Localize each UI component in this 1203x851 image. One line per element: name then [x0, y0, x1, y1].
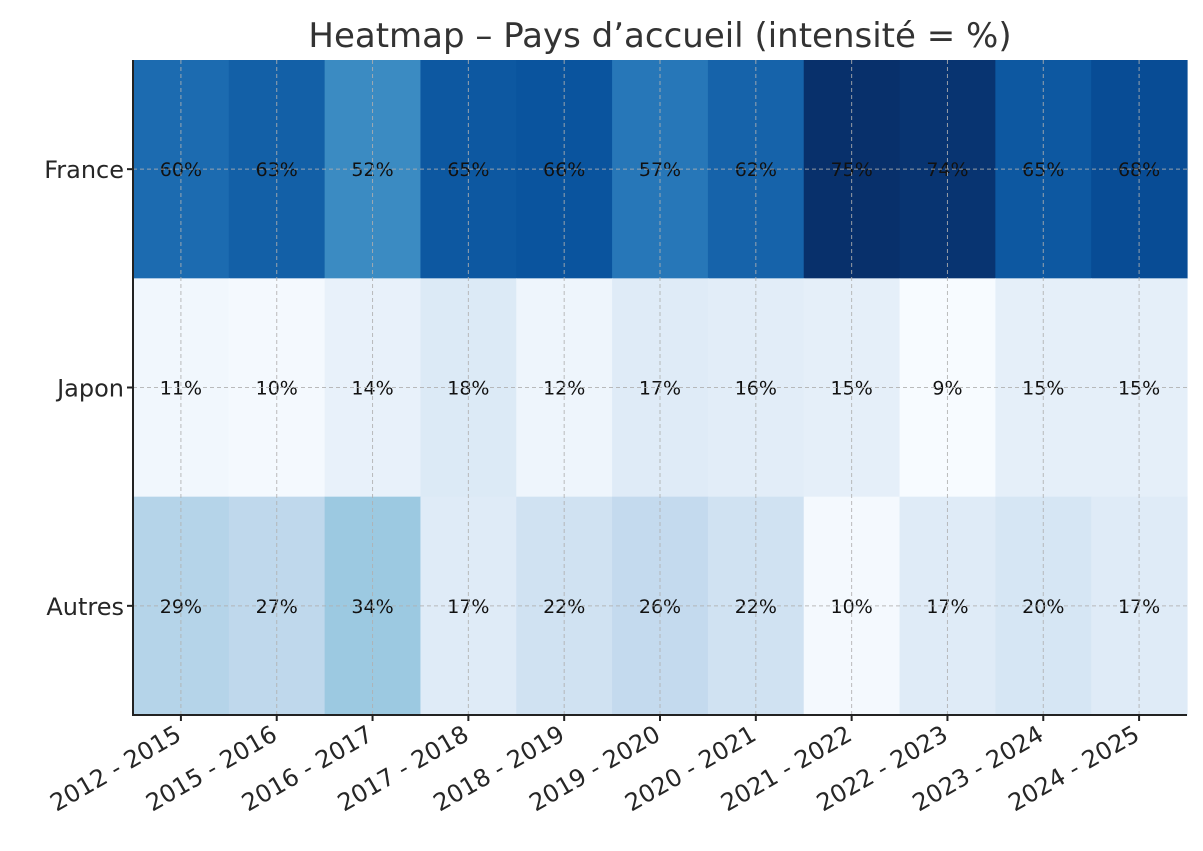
cell-value-label: 62%	[735, 159, 777, 181]
cell-value-label: 9%	[932, 378, 962, 400]
cell-value-label: 66%	[543, 159, 585, 181]
cell-value-label: 60%	[160, 159, 202, 181]
cell-value-label: 17%	[639, 378, 681, 400]
cell-value-label: 65%	[447, 159, 489, 181]
y-tick-label: Autres	[46, 593, 124, 621]
cell-value-label: 11%	[160, 378, 202, 400]
y-tick-labels: France Japon Autres	[44, 156, 133, 621]
cell-value-label: 15%	[831, 378, 873, 400]
cell-value-label: 63%	[256, 159, 298, 181]
gridlines	[133, 60, 1187, 715]
chart-title: Heatmap – Pays d’accueil (intensité = %)	[308, 16, 1011, 56]
cell-value-label: 74%	[926, 159, 968, 181]
cell-value-label: 68%	[1118, 159, 1160, 181]
cell-value-label: 18%	[447, 378, 489, 400]
cell-value-label: 15%	[1022, 378, 1064, 400]
cell-value-label: 15%	[1118, 378, 1160, 400]
cell-value-label: 65%	[1022, 159, 1064, 181]
cell-value-label: 16%	[735, 378, 777, 400]
y-tick-label: France	[44, 156, 124, 184]
cell-value-label: 75%	[831, 159, 873, 181]
cell-value-label: 57%	[639, 159, 681, 181]
cell-value-label: 10%	[256, 378, 298, 400]
cell-value-label: 12%	[543, 378, 585, 400]
cell-value-label: 14%	[351, 378, 393, 400]
cell-value-label: 52%	[351, 159, 393, 181]
y-tick-label: Japon	[55, 375, 124, 403]
